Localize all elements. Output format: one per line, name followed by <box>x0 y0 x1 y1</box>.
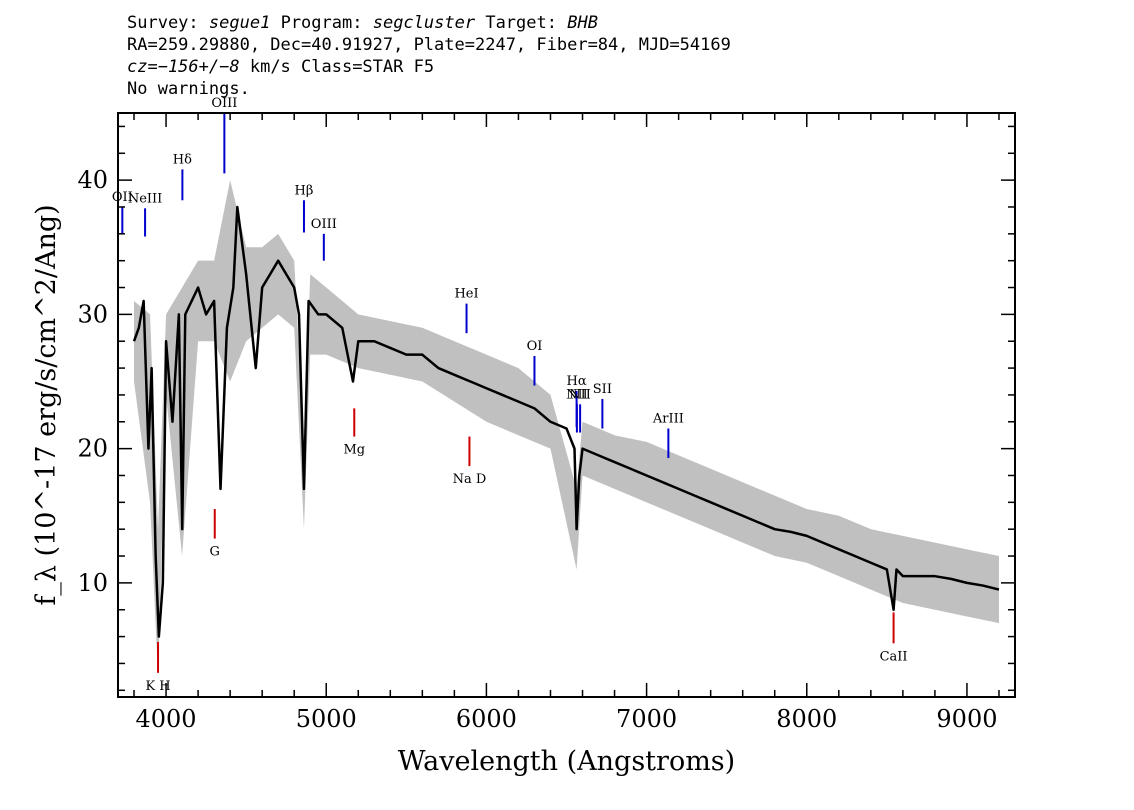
y-tick-label: 10 <box>77 569 108 597</box>
line-marker-layer: OIINeIIIHδOIIIHβOIIIHeIOINIIHαNIISIIArII… <box>112 96 908 694</box>
flux-line-layer <box>132 205 1000 638</box>
program-value: segcluster <box>372 13 476 33</box>
emission-line-label: Hα <box>567 374 587 389</box>
x-tick-label: 7000 <box>616 705 677 733</box>
header-line-coordinates: RA=259.29880, Dec=40.91927, Plate=2247, … <box>127 35 731 55</box>
absorption-line-label: K H <box>145 679 170 694</box>
x-tick-label: 9000 <box>936 705 997 733</box>
cz-value: cz=−156+/−8 <box>127 57 240 77</box>
x-tick-label: 5000 <box>296 705 357 733</box>
emission-line-label: OIII <box>311 217 337 232</box>
survey-label: Survey: <box>127 13 199 33</box>
emission-line-label: ArIII <box>652 411 684 426</box>
y-axis-title: f_λ (10^-17 erg/s/cm^2/Ang) <box>31 204 62 605</box>
emission-line-label: NII <box>569 387 591 402</box>
header-line-redshift: cz=−156+/−8 km/s Class=STAR F5 <box>127 56 731 78</box>
header-line-warnings: No warnings. <box>127 79 250 99</box>
x-tick-label: 8000 <box>776 705 837 733</box>
x-axis-title: Wavelength (Angstroms) <box>398 746 735 777</box>
absorption-line-label: G <box>210 545 220 560</box>
x-tick-label: 4000 <box>136 705 197 733</box>
target-value: BHB <box>567 13 598 33</box>
header-line-survey: Survey: segue1 Program: segcluster Targe… <box>127 12 731 34</box>
survey-value: segue1 <box>208 13 271 33</box>
emission-line-label: SII <box>593 382 612 397</box>
x-tick-label: 6000 <box>456 705 517 733</box>
y-tick-label: 20 <box>77 435 108 463</box>
axis-ticks: 4000 5000 6000 7000 8000 9000 10 20 30 40 <box>77 113 1015 733</box>
noise-band <box>134 180 999 677</box>
y-tick-label: 40 <box>77 166 108 194</box>
emission-line-label: Hδ <box>173 152 192 167</box>
emission-line-label: HeI <box>454 287 478 302</box>
emission-line-label: NeIII <box>128 191 162 206</box>
class-text: km/s Class=STAR F5 <box>249 57 435 77</box>
target-label: Target: <box>485 13 557 33</box>
noise-band-layer <box>134 180 999 677</box>
emission-line-label: Hβ <box>295 183 314 198</box>
absorption-line-label: CaII <box>880 649 908 664</box>
flux-line <box>132 205 1000 638</box>
absorption-line-label: Mg <box>343 443 365 458</box>
y-tick-label: 30 <box>77 300 108 328</box>
emission-line-label: OI <box>527 339 543 354</box>
plot-frame <box>117 112 1016 698</box>
absorption-line-label: Na D <box>453 472 487 487</box>
emission-line-label: OIII <box>211 96 237 111</box>
program-label: Program: <box>280 13 363 33</box>
spectrum-header: Survey: segue1 Program: segcluster Targe… <box>127 12 731 100</box>
